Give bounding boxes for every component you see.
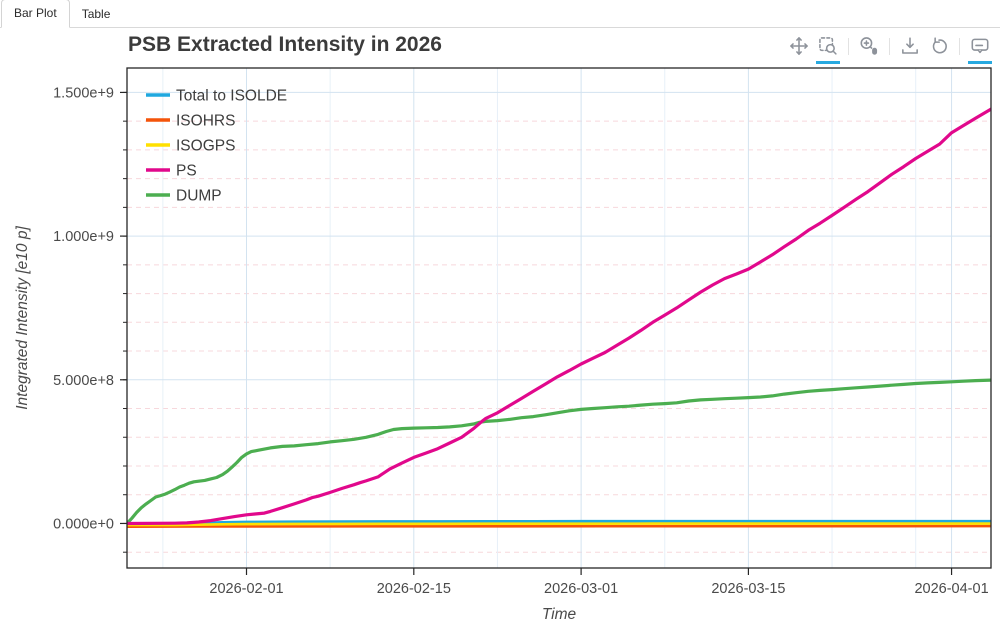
wheel-zoom-tool-button[interactable] <box>857 34 881 58</box>
chart-canvas[interactable]: 0.000e+0 5.000e+8 1.000e+9 1.500e+9 2026-02-… <box>0 28 1000 629</box>
y-tick-label: 5.000e+8 <box>53 373 114 389</box>
series-line-isohrs <box>127 524 991 529</box>
x-tick-label: 2026-04-01 <box>914 581 988 597</box>
y-tick-label: 1.000e+9 <box>53 229 114 245</box>
legend-label: ISOGPS <box>176 138 235 155</box>
x-axis-label: Time <box>542 606 577 623</box>
hover-tool-button[interactable] <box>968 34 992 64</box>
y-tick-label: 0.000e+0 <box>53 516 114 532</box>
series-line-ps <box>127 107 991 526</box>
hover-icon <box>971 38 989 54</box>
save-tool-button[interactable] <box>898 34 922 58</box>
legend-label: Total to ISOLDE <box>176 88 287 105</box>
box-zoom-tool-button[interactable] <box>816 34 840 64</box>
legend-label: PS <box>176 163 197 180</box>
major-gridlines <box>127 68 991 568</box>
x-tick-label: 2026-02-01 <box>209 581 283 597</box>
legend: Total to ISOLDE ISOHRS ISOGPS PS DUMP <box>146 88 287 205</box>
y-tick-label: 1.500e+9 <box>53 85 114 101</box>
toolbar-separator <box>848 37 849 55</box>
tab-table[interactable]: Table <box>81 7 111 21</box>
y-axis-label: Integrated Intensity [e10 p] <box>14 226 31 410</box>
reset-icon <box>932 37 947 54</box>
plot-area: 0.000e+0 5.000e+8 1.000e+9 1.500e+9 2026-02-… <box>0 28 1000 629</box>
series-line-isogps <box>127 522 991 527</box>
box-zoom-icon <box>819 37 837 55</box>
pan-tool-button[interactable] <box>787 34 811 58</box>
minor-h-gridlines <box>127 120 991 553</box>
x-tick-label: 2026-02-15 <box>377 581 451 597</box>
legend-label: DUMP <box>176 188 222 205</box>
x-tick-label: 2026-03-15 <box>711 581 785 597</box>
series-line-total-to-isolde <box>127 519 991 525</box>
tick-labels: 0.000e+0 5.000e+8 1.000e+9 1.500e+9 2026-02-… <box>53 85 989 597</box>
x-tick-label: 2026-03-01 <box>544 581 618 597</box>
wheel-zoom-icon <box>860 37 878 55</box>
tab-bar-plot[interactable]: Bar Plot <box>1 0 70 28</box>
series-line-dump <box>127 378 991 526</box>
minor-v-gridlines <box>162 68 917 568</box>
tab-bar: Bar Plot Table <box>0 0 1000 28</box>
pan-icon <box>790 37 808 55</box>
axes <box>120 67 992 575</box>
legend-label: ISOHRS <box>176 113 235 130</box>
series-lines <box>127 107 991 529</box>
toolbar-separator <box>889 37 890 55</box>
save-icon <box>902 37 918 54</box>
plot-toolbar <box>787 33 992 64</box>
reset-tool-button[interactable] <box>927 34 951 58</box>
toolbar-separator <box>959 37 960 55</box>
page-title: PSB Extracted Intensity in 2026 <box>128 33 442 56</box>
